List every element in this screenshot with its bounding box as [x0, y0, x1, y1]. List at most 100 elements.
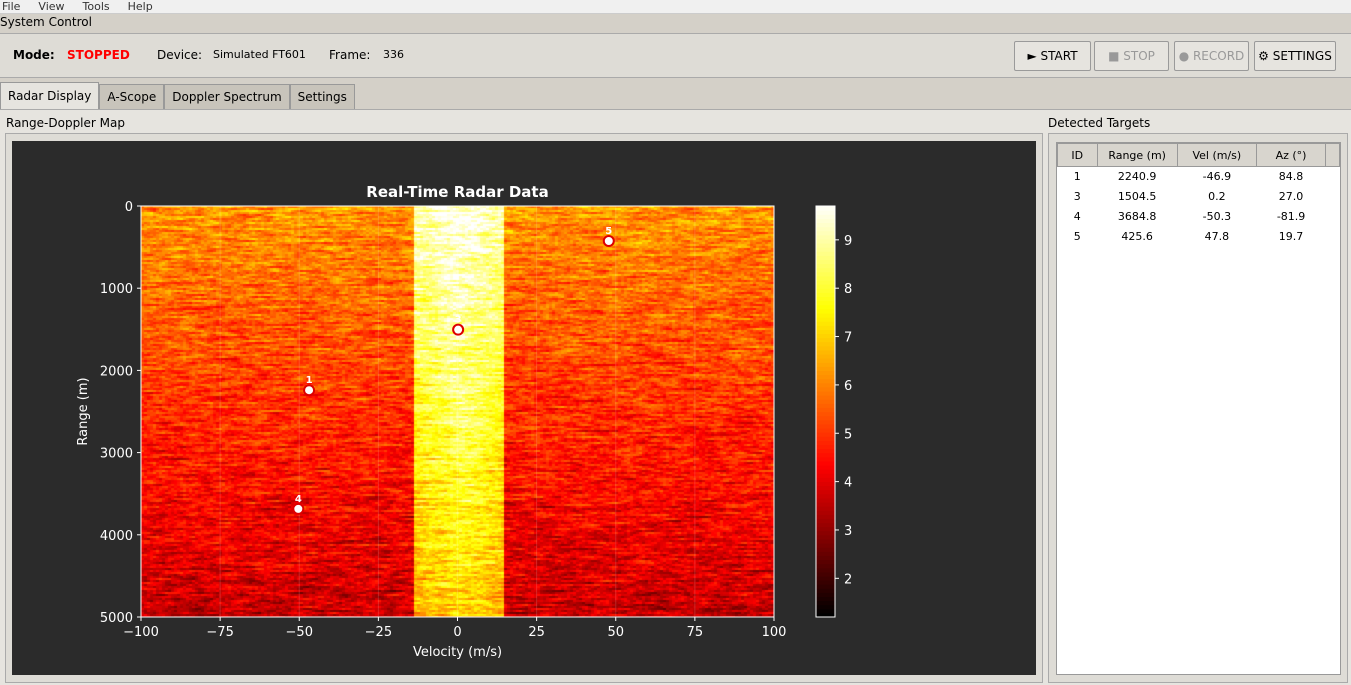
stop-button[interactable]: ■ STOP [1094, 41, 1169, 71]
table-row[interactable]: 3 1504.5 0.2 27.0 [1058, 187, 1340, 207]
colorbar-segment [816, 321, 835, 326]
colorbar-segment [816, 575, 835, 581]
colorbar-segment [816, 584, 835, 589]
heatmap-chart: −100 −75 −50 −25 0 25 50 75 10001000200030004000… [76, 183, 852, 660]
colorbar-segment [816, 279, 835, 285]
colorbar-segment [816, 267, 835, 273]
colorbar-segment [816, 547, 835, 552]
tab-radar-display[interactable]: Radar Display [0, 82, 100, 109]
colorbar-segment [816, 222, 835, 228]
colorbar-segment [816, 423, 835, 429]
x-tick-label: 100 [762, 625, 787, 640]
menu-view[interactable]: View [38, 0, 65, 13]
target-label: 3 [455, 315, 462, 326]
start-button[interactable]: ► START [1014, 41, 1091, 71]
colorbar-segment [816, 411, 835, 417]
colorbar-segment [816, 370, 835, 376]
table-cell: 3 [1073, 190, 1081, 203]
colorbar-segment [816, 473, 835, 478]
colorbar-segment [816, 518, 835, 524]
colorbar-segment [816, 333, 835, 339]
colorbar-segment [816, 284, 835, 289]
x-tick-label: 0 [453, 625, 461, 640]
targets-label: Detected Targets [1048, 116, 1151, 130]
colorbar-segment [816, 436, 835, 441]
table-row[interactable]: 4 3684.8 -50.3 -81.9 [1058, 207, 1340, 227]
colorbar-segment [816, 226, 835, 232]
colorbar-segment [816, 514, 835, 519]
colorbar-segment [816, 210, 835, 215]
col-id[interactable]: ID [1057, 143, 1098, 167]
colorbar-segment [816, 312, 835, 318]
tab-settings[interactable]: Settings [289, 84, 355, 109]
colorbar-segment [816, 440, 835, 445]
target-marker [292, 502, 305, 515]
colorbar-segment [816, 358, 835, 363]
heatmap-image [141, 206, 774, 617]
table-cell: -81.9 [1276, 210, 1306, 223]
colorbar-segment [816, 456, 835, 462]
colorbar-segment [816, 555, 835, 561]
colorbar-segment [816, 538, 835, 544]
menu-help[interactable]: Help [127, 0, 153, 13]
target-label: 5 [605, 226, 612, 237]
colorbar-segment [816, 259, 835, 265]
table-row[interactable]: 5 425.6 47.8 19.7 [1058, 227, 1340, 247]
x-tick-label: −75 [206, 625, 233, 640]
target-label: 4 [295, 494, 302, 505]
colorbar-segment [816, 329, 835, 335]
menu-tools[interactable]: Tools [82, 0, 110, 13]
menu-file[interactable]: File [2, 0, 21, 13]
colorbar-segment [816, 325, 835, 330]
mode-label: Mode: [13, 48, 55, 62]
table-cell: 2240.9 [1117, 170, 1157, 184]
colorbar-segment [816, 366, 835, 371]
colorbar-segment [816, 234, 835, 240]
record-button[interactable]: ● RECORD [1174, 41, 1249, 71]
table-cell: 27.0 [1278, 190, 1304, 203]
colorbar-segment [816, 510, 835, 515]
settings-button[interactable]: ⚙ SETTINGS [1254, 41, 1336, 71]
colorbar-segment [816, 353, 835, 359]
table-cell: 1 [1073, 170, 1081, 184]
x-tick-label: 75 [687, 625, 704, 640]
tab-doppler-spectrum[interactable]: Doppler Spectrum [164, 84, 290, 109]
tab-a-scope[interactable]: A-Scope [99, 84, 165, 109]
col-range[interactable]: Range (m) [1096, 143, 1178, 167]
x-tick-label: 25 [528, 625, 545, 640]
colorbar-segment [816, 271, 835, 277]
menu-bar: File View Tools Help [0, 0, 1351, 14]
colorbar-segment [816, 534, 835, 540]
colorbar-segment [816, 238, 835, 244]
colorbar-segment [816, 501, 835, 507]
table-cell: -46.9 [1202, 170, 1232, 184]
colorbar-segment [816, 296, 835, 302]
y-tick-label: 3000 [100, 447, 133, 462]
colorbar-segment [816, 390, 835, 396]
col-vel[interactable]: Vel (m/s) [1176, 143, 1257, 167]
colorbar-segment [816, 588, 835, 593]
colorbar-segment [816, 378, 835, 384]
colorbar-segment [816, 481, 835, 487]
colorbar-tick-label: 2 [844, 572, 852, 587]
range-doppler-plot: −100 −75 −50 −25 0 25 50 75 100 0 1000 2000 3000 4000… [12, 141, 1036, 675]
colorbar-segment [816, 292, 835, 298]
device-value: Simulated FT601 [213, 48, 306, 61]
colorbar-segment [816, 485, 835, 491]
colorbar-segment [816, 567, 835, 573]
y-axis-label: Range (m) [76, 377, 91, 445]
col-az[interactable]: Az (°) [1255, 143, 1327, 167]
colorbar-segment [816, 530, 835, 536]
target-marker [452, 323, 465, 336]
mode-value: STOPPED [67, 48, 130, 62]
colorbar-segment [816, 316, 835, 322]
colorbar-segment [816, 489, 835, 495]
colorbar-segment [816, 304, 835, 310]
table-row[interactable]: 1 2240.9 -46.9 84.8 [1058, 167, 1340, 187]
x-tick-label: −100 [123, 625, 159, 640]
frame-label: Frame: [329, 48, 371, 62]
colorbar-segment [816, 580, 835, 585]
colorbar-segment [816, 592, 835, 598]
target-marker [303, 384, 316, 397]
map-label: Range-Doppler Map [6, 116, 125, 130]
